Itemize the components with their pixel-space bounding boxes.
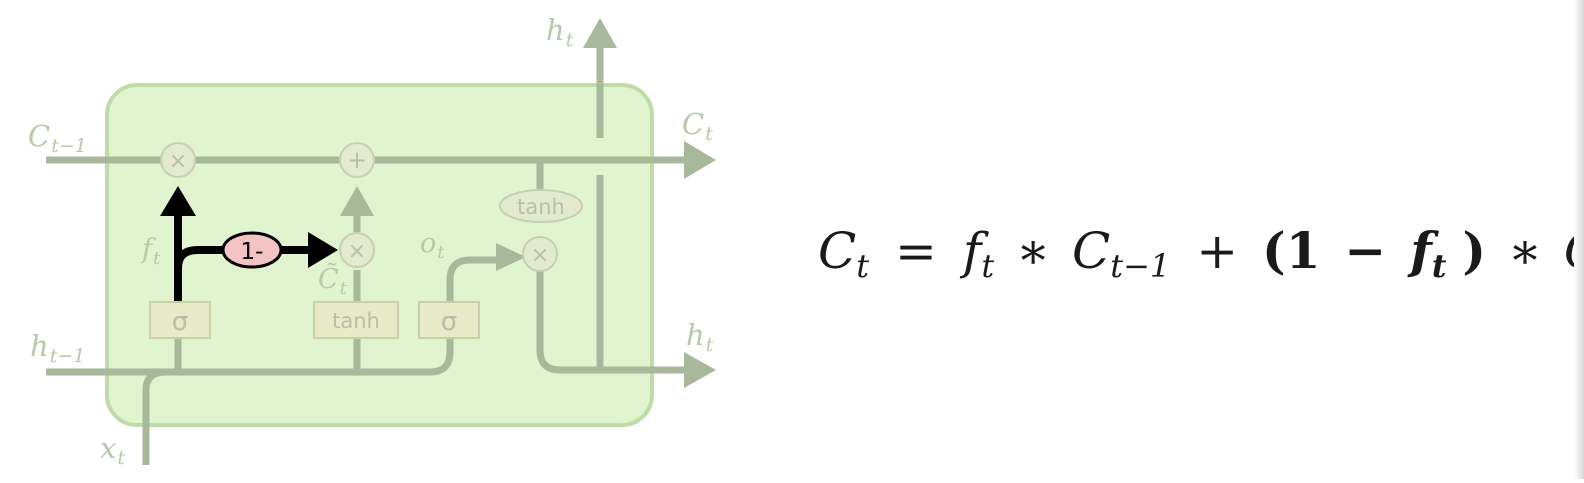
forget-sigma-label: σ <box>172 307 188 337</box>
forget-to-oneminus-path <box>174 246 226 269</box>
h-top-label: ht <box>546 13 574 51</box>
x-input-label: xt <box>100 431 125 469</box>
c-prev-label: Ct−1 <box>28 119 87 157</box>
forget-sigma-gate: σ <box>149 301 211 339</box>
output-down-line <box>536 270 688 374</box>
forget-multiply-symbol: × <box>169 149 187 174</box>
cell-state-arrowhead <box>684 141 716 179</box>
output-multiply-symbol: × <box>531 243 549 268</box>
output-multiply-op: × <box>522 236 558 272</box>
cell-add-op: + <box>339 142 375 178</box>
input-multiply-op: × <box>339 232 375 268</box>
candidate-tanh-label: tanh <box>332 309 380 333</box>
output-sigma-label: σ <box>441 307 457 337</box>
hidden-top-arrowhead <box>583 18 617 48</box>
cell-add-symbol: + <box>347 146 367 174</box>
forget-highlight-arrowhead <box>160 186 196 216</box>
window-right-edge <box>1574 0 1584 479</box>
candidate-add-arrowhead <box>340 186 374 216</box>
input-multiply-symbol: × <box>348 239 366 264</box>
h-next-label: ht <box>686 318 714 356</box>
one-minus-label: 1- <box>241 239 264 265</box>
h-prev-label: ht−1 <box>30 329 85 367</box>
output-sigma-gate: σ <box>418 301 480 339</box>
hidden-out-arrowhead <box>684 352 716 388</box>
input-x-line <box>142 368 167 465</box>
cell-tanh-label: tanh <box>517 195 565 219</box>
cell-tanh-op: tanh <box>499 189 583 223</box>
c-next-label: Ct <box>682 107 713 145</box>
lstm-cell-body <box>105 83 654 427</box>
c-tilde-label: C̃t <box>318 262 348 299</box>
candidate-tanh-gate: tanh <box>313 301 399 339</box>
o-gate-label: ot <box>420 228 445 263</box>
forget-multiply-op: × <box>160 142 196 178</box>
coupled-gate-equation: Ct = ft ∗ Ct−1 + (1 − ft ) ∗ C̃t <box>818 221 1584 289</box>
output-gate-arrowhead <box>496 243 526 271</box>
oneminus-to-mult-arrowhead <box>308 232 338 268</box>
one-minus-op: 1- <box>221 231 283 269</box>
